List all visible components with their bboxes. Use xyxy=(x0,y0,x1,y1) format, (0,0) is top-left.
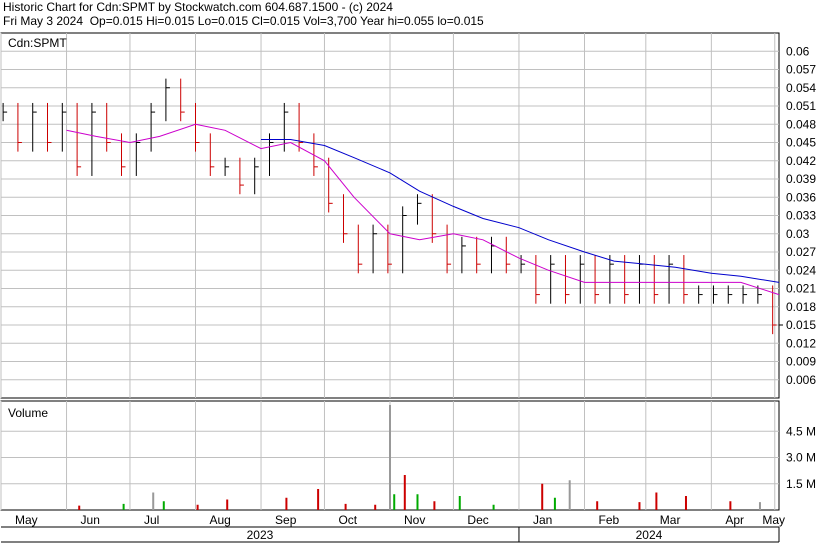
price-tick-label: 0.06 xyxy=(786,44,810,58)
volume-tick-label: 4.5 M xyxy=(786,424,816,438)
quote-summary: Fri May 3 2024 Op=0.015 Hi=0.015 Lo=0.01… xyxy=(3,14,484,28)
volume-bar xyxy=(568,480,571,510)
volume-bar xyxy=(433,501,436,510)
price-tick-label: 0.012 xyxy=(786,336,816,350)
month-label: Mar xyxy=(660,513,681,527)
month-label: May xyxy=(762,513,785,527)
price-tick-label: 0.033 xyxy=(786,209,816,223)
volume-bar xyxy=(317,489,320,510)
price-tick-label: 0.042 xyxy=(786,154,816,168)
price-tick-label: 0.006 xyxy=(786,373,816,387)
volume-bar xyxy=(78,505,81,510)
volume-label: Volume xyxy=(8,406,48,420)
price-tick-label: 0.039 xyxy=(786,172,816,186)
price-tick-label: 0.051 xyxy=(786,99,816,113)
price-tick-label: 0.03 xyxy=(786,227,810,241)
volume-tick-label: 1.5 M xyxy=(786,477,816,491)
volume-bar xyxy=(122,503,125,510)
price-tick-label: 0.036 xyxy=(786,190,816,204)
volume-bar xyxy=(285,497,288,510)
chart-title: Historic Chart for Cdn:SPMT by Stockwatc… xyxy=(3,0,393,14)
volume-bar xyxy=(393,494,396,510)
price-tick-label: 0.057 xyxy=(786,63,816,77)
volume-bar xyxy=(655,492,658,510)
price-tick-label: 0.027 xyxy=(786,245,816,259)
price-tick-label: 0.009 xyxy=(786,355,816,369)
volume-bar xyxy=(638,502,641,510)
price-axis-labels: 0.06 0.057 0.054 0.051 0.048 0.045 0.042 0.039 0… xyxy=(786,44,816,387)
volume-axis-labels: 4.5 M 3.0 M 1.5 M xyxy=(786,424,816,491)
volume-bar xyxy=(458,496,461,510)
price-bars xyxy=(2,78,783,335)
year-label: 2023 xyxy=(247,528,274,542)
quote-date: Fri May 3 2024 xyxy=(3,14,84,28)
volume-bar xyxy=(162,501,165,510)
month-label: Jun xyxy=(81,513,100,527)
volume-bar xyxy=(416,494,419,510)
month-label: Sep xyxy=(275,513,297,527)
price-tick-label: 0.054 xyxy=(786,81,816,95)
month-label: Dec xyxy=(467,513,488,527)
price-tick-label: 0.021 xyxy=(786,282,816,296)
volume-bar xyxy=(152,492,155,510)
year-labels: 2023 2024 xyxy=(247,527,780,542)
volume-bar xyxy=(596,501,599,510)
volume-bar xyxy=(729,501,732,510)
price-tick-label: 0.024 xyxy=(786,263,816,277)
month-label: Jan xyxy=(533,513,552,527)
month-label: Apr xyxy=(725,513,744,527)
price-tick-label: 0.015 xyxy=(786,318,816,332)
volume-bar xyxy=(758,502,761,510)
volume-bar xyxy=(684,496,687,510)
quote-stats: Op=0.015 Hi=0.015 Lo=0.015 Cl=0.015 Vol=… xyxy=(89,14,484,28)
volume-bar xyxy=(403,475,406,510)
volume-bar xyxy=(541,483,544,510)
month-label: Jul xyxy=(144,513,159,527)
volume-bar xyxy=(344,503,347,510)
month-label: Feb xyxy=(599,513,620,527)
price-tick-label: 0.048 xyxy=(786,117,816,131)
volume-bar xyxy=(492,504,495,510)
grid-lines xyxy=(0,33,779,510)
volume-bar xyxy=(389,405,391,510)
volume-bar xyxy=(226,499,229,510)
volume-bar xyxy=(374,504,377,510)
month-label: Oct xyxy=(338,513,357,527)
price-tick-label: 0.018 xyxy=(786,300,816,314)
volume-bars xyxy=(78,405,761,510)
ma-long-line xyxy=(261,139,780,283)
moving-averages xyxy=(66,123,780,296)
symbol-label: Cdn:SPMT xyxy=(8,36,67,50)
volume-bar xyxy=(196,504,199,510)
ma-short-line xyxy=(66,123,780,296)
month-label: Aug xyxy=(210,513,231,527)
month-label: Nov xyxy=(404,513,425,527)
price-tick-label: 0.045 xyxy=(786,136,816,150)
volume-tick-label: 3.0 M xyxy=(786,451,816,465)
year-label: 2024 xyxy=(636,528,663,542)
month-labels: May Jun Jul Aug Sep Oct Nov Dec Jan Feb Mar Apr May xyxy=(15,513,785,527)
volume-bar xyxy=(553,497,556,510)
month-label: May xyxy=(15,513,38,527)
